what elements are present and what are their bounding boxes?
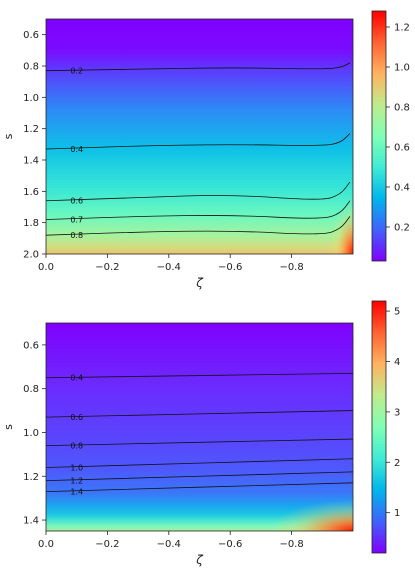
heatmap-hot-region [270, 500, 353, 531]
x-tick-label: −0.8 [279, 539, 303, 550]
colorbar-tick-label: 0.4 [394, 183, 410, 194]
y-axis-label: s [2, 133, 15, 139]
colorbar-tick-label: 1.2 [394, 23, 410, 34]
x-tick-label: −0.2 [95, 539, 119, 550]
heatmap-field [46, 323, 353, 531]
contour-line [45, 181, 351, 202]
contour-line [45, 458, 354, 468]
contour-label: 1.4 [70, 488, 83, 497]
colorbar-tick-label: 5 [394, 307, 400, 318]
x-tick-label: −0.6 [218, 539, 242, 550]
y-tick-label: 1.2 [23, 124, 39, 135]
y-tick-label: 0.8 [23, 384, 39, 395]
y-tick-label: 0.8 [23, 62, 39, 73]
contour-line [45, 410, 354, 418]
contour-label: 1.0 [70, 464, 83, 473]
y-tick-label: 1.8 [23, 218, 39, 229]
y-axis-label: s [2, 424, 15, 430]
x-tick-label: 0.0 [38, 262, 54, 273]
contour-line [45, 438, 354, 447]
contour-line [45, 372, 354, 379]
colorbar-tick-label: 2 [394, 458, 400, 469]
contour-line [45, 133, 351, 150]
plot-frame [45, 18, 354, 255]
contour-line [45, 471, 354, 482]
x-tick-label: −0.4 [157, 262, 181, 273]
colorbar [371, 300, 387, 554]
contour-label: 0.2 [70, 67, 83, 76]
chart-panel-2: 0.4 0.6 0.8 1.0 1.2 1.4 0.0 −0.2 −0.4 −0.6 −0.8 0.6… [2, 300, 400, 567]
x-tick-label: −0.8 [279, 262, 303, 273]
colorbar-tick-label: 0.8 [394, 103, 410, 114]
colorbar [371, 10, 387, 262]
y-tick-label: 1.2 [23, 472, 39, 483]
plot-frame [45, 322, 354, 532]
contour-label: 0.8 [70, 442, 83, 451]
contour-line [45, 200, 351, 220]
y-tick-label: 2.0 [23, 250, 39, 261]
y-tick-label: 1.6 [23, 187, 39, 198]
contour-label: 0.4 [70, 374, 83, 383]
y-tick-label: 0.6 [23, 340, 39, 351]
contour-label: 0.6 [70, 413, 83, 422]
y-tick-label: 0.6 [23, 30, 39, 41]
x-tick-label: −0.4 [157, 539, 181, 550]
contour-label: 1.2 [70, 477, 83, 486]
colorbar-tick-label: 4 [394, 357, 400, 368]
contour-label: 0.6 [70, 197, 83, 206]
colorbar-tick-label: 3 [394, 407, 400, 418]
colorbar-tick-label: 0.6 [394, 143, 410, 154]
x-tick-label: −0.2 [95, 262, 119, 273]
colorbar-tick-label: 1.0 [394, 63, 410, 74]
contour-line [45, 216, 351, 236]
contour-label: 0.7 [70, 216, 83, 225]
x-axis-label: ζ [195, 553, 204, 567]
colorbar-tick-label: 0.2 [394, 223, 410, 234]
contour-label: 0.4 [70, 145, 83, 154]
contour-line [45, 482, 354, 492]
y-tick-label: 1.4 [23, 516, 39, 527]
contour-label: 0.8 [70, 231, 83, 240]
y-tick-label: 1.0 [23, 93, 39, 104]
colorbar-tick-label: 1 [394, 508, 400, 519]
heatmap-field [46, 19, 353, 254]
x-tick-label: 0.0 [38, 539, 54, 550]
y-tick-label: 1.0 [23, 428, 39, 439]
contour-line [45, 62, 351, 72]
x-tick-label: −0.6 [218, 262, 242, 273]
y-tick-label: 1.4 [23, 156, 39, 167]
chart-panel-1: 0.2 0.4 0.6 0.7 0.8 0.0 −0.2 −0.4 −0.6 −0.8 0.6 0.8… [2, 10, 410, 290]
x-axis-label: ζ [195, 276, 204, 290]
